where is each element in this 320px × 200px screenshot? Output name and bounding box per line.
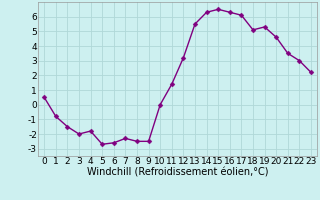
X-axis label: Windchill (Refroidissement éolien,°C): Windchill (Refroidissement éolien,°C) — [87, 168, 268, 178]
